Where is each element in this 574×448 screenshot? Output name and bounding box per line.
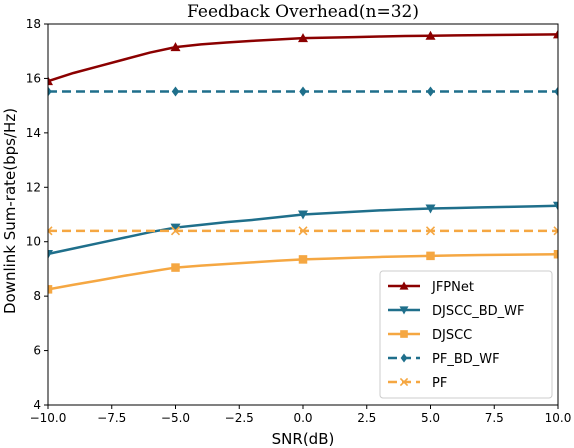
x-tick-label: −5.0 bbox=[161, 411, 190, 425]
data-point-djscc bbox=[553, 249, 558, 259]
data-point-jfpnet bbox=[48, 76, 53, 86]
data-point-djscc-bd-wf bbox=[425, 204, 436, 214]
y-tick-label: 8 bbox=[33, 289, 41, 303]
data-point-pf bbox=[298, 226, 308, 236]
data-point-pf-bd-wf bbox=[426, 86, 435, 97]
x-tick-label: −2.5 bbox=[225, 411, 254, 425]
legend-marker-djscc-bd-wf bbox=[399, 306, 409, 315]
x-tick-label: 7.5 bbox=[485, 411, 504, 425]
data-point-djscc-bd-wf bbox=[298, 210, 308, 220]
legend-marker-pf-bd-wf bbox=[400, 353, 408, 363]
data-point-pf-bd-wf bbox=[48, 86, 52, 97]
y-tick-label: 16 bbox=[26, 71, 41, 85]
series-layer bbox=[48, 29, 558, 294]
legend-marker-pf bbox=[399, 377, 409, 387]
legend-label-djscc: DJSCC bbox=[432, 328, 472, 343]
data-point-pf-bd-wf bbox=[554, 86, 558, 97]
legend: JFPNet DJSCC_BD_WF DJSCC PF_BD_WF PF bbox=[379, 270, 553, 399]
data-point-jfpnet bbox=[170, 42, 181, 52]
y-tick-label: 4 bbox=[33, 398, 41, 412]
data-point-pf bbox=[553, 226, 558, 236]
legend-label-pf-bd-wf: PF_BD_WF bbox=[432, 352, 500, 367]
legend-label-jfpnet: JFPNet bbox=[431, 280, 474, 295]
y-tick-label: 18 bbox=[26, 17, 41, 31]
x-axis: −10.0 −7.5 −5.0 −2.5 0.0 2.5 5.0 7.5 10.0 bbox=[30, 405, 572, 425]
x-tick-label: 10.0 bbox=[545, 411, 572, 425]
data-point-pf bbox=[48, 226, 53, 236]
data-point-djscc bbox=[426, 251, 435, 261]
legend-marker-djscc bbox=[400, 330, 408, 338]
data-point-djscc bbox=[48, 285, 53, 294]
x-tick-label: 2.5 bbox=[357, 411, 376, 425]
data-point-djscc bbox=[298, 255, 308, 264]
legend-box bbox=[379, 270, 553, 399]
x-tick-label: 0.0 bbox=[293, 411, 312, 425]
data-point-djscc-bd-wf bbox=[48, 249, 53, 259]
y-tick-label: 10 bbox=[26, 235, 41, 249]
y-tick-label: 14 bbox=[26, 126, 41, 140]
x-tick-label: −10.0 bbox=[30, 411, 67, 425]
y-axis: 4 6 8 10 12 14 16 18 bbox=[26, 17, 48, 412]
data-point-pf-bd-wf bbox=[299, 86, 307, 97]
chart-title: Feedback Overhead(n=32) bbox=[187, 2, 419, 22]
legend-marker-jfpnet bbox=[399, 281, 409, 290]
y-tick-label: 6 bbox=[33, 344, 41, 358]
data-point-djscc bbox=[171, 263, 180, 272]
data-point-djscc-bd-wf bbox=[170, 223, 181, 233]
legend-label-pf: PF bbox=[432, 376, 447, 391]
data-point-pf bbox=[425, 226, 436, 236]
data-point-jfpnet bbox=[298, 33, 308, 43]
x-tick-label: 5.0 bbox=[421, 411, 440, 425]
x-tick-label: −7.5 bbox=[97, 411, 126, 425]
data-point-djscc-bd-wf bbox=[553, 201, 558, 211]
data-point-pf bbox=[170, 226, 181, 236]
data-point-pf-bd-wf bbox=[171, 86, 180, 97]
data-point-jfpnet bbox=[553, 29, 558, 39]
y-tick-label: 12 bbox=[26, 180, 41, 194]
data-point-jfpnet bbox=[425, 30, 436, 40]
y-axis-label: Downlink Sum-rate(bps/Hz) bbox=[1, 108, 19, 314]
x-axis-label: SNR(dB) bbox=[272, 430, 335, 448]
legend-label-djscc-bd-wf: DJSCC_BD_WF bbox=[432, 304, 525, 319]
